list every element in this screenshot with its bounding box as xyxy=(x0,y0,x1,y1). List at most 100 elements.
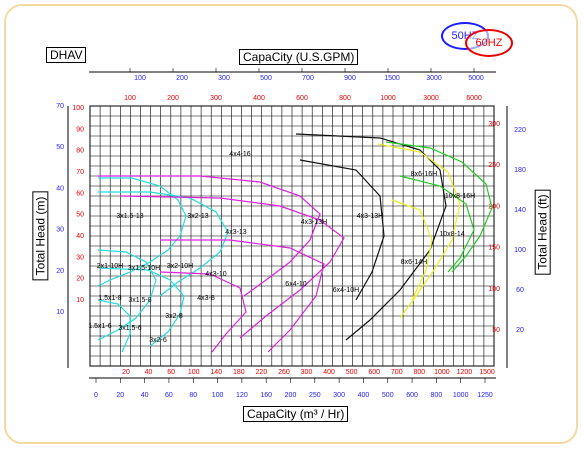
y-right-60hz-tick: 100 xyxy=(488,286,500,293)
y-left-60hz-tick: 100 xyxy=(72,105,84,112)
x-bottom-50hz-tick: 300 xyxy=(333,392,345,399)
x-top-50hz-tick: 100 xyxy=(134,75,146,82)
x-top-50hz-tick: 3000 xyxy=(426,75,442,82)
black-curve xyxy=(299,159,385,301)
curve-label: 3x1.5-8 xyxy=(128,297,151,304)
x-top-50hz-tick: 5000 xyxy=(468,75,484,82)
yellow-curve xyxy=(377,143,461,319)
x-bottom-50hz-tick: 40 xyxy=(141,392,149,399)
x-bottom-60hz-tick: 60 xyxy=(167,369,175,376)
curve-label: 3x2-8 xyxy=(165,313,183,320)
y-left-60hz-tick: 10 xyxy=(76,297,84,304)
cyan-curve xyxy=(98,191,229,297)
x-bottom-60hz-tick: 600 xyxy=(368,369,380,376)
x-top-60hz-tick: 200 xyxy=(167,95,179,102)
y-left-50hz-tick: 50 xyxy=(56,144,64,151)
curve-label: 10x8-14 xyxy=(439,231,464,238)
cyan-curve xyxy=(97,249,157,341)
curve-label: 8x6-16H xyxy=(411,171,437,178)
y-left-60hz-tick: 80 xyxy=(76,148,84,155)
curve-label: 4x3-13 xyxy=(225,229,247,236)
x-bottom-60hz-tick: 140 xyxy=(210,369,222,376)
curve-label: 4x3-13H xyxy=(357,213,383,220)
x-top-60hz-tick: 800 xyxy=(339,95,351,102)
x-bottom-60hz-tick: 700 xyxy=(391,369,403,376)
curve-label: 4x3-10 xyxy=(205,271,227,278)
x-bottom-50hz-tick: 0 xyxy=(94,392,98,399)
x-bottom-60hz-tick: 400 xyxy=(323,369,335,376)
curve-label: 6x4-10H xyxy=(333,287,359,294)
x-bottom-60hz-tick: 500 xyxy=(346,369,358,376)
y-left-50hz-tick: 70 xyxy=(56,103,64,110)
x-bottom-50hz-tick: 60 xyxy=(165,392,173,399)
black-curve xyxy=(295,133,447,341)
y-left-50hz-tick: 40 xyxy=(56,185,64,192)
y-right-50hz-tick: 100 xyxy=(514,247,526,254)
x-bottom-60hz-tick: 1000 xyxy=(434,369,450,376)
magenta-curve xyxy=(119,195,345,339)
x-bottom-60hz-tick: 40 xyxy=(145,369,153,376)
green-curve xyxy=(399,175,475,273)
x-top-60hz-tick: 1000 xyxy=(380,95,396,102)
x-bottom-60hz-tick: 220 xyxy=(256,369,268,376)
curve-label: 3x2-10H xyxy=(167,263,193,270)
x-bottom-50hz-tick: 250 xyxy=(309,392,321,399)
x-top-60hz-tick: 300 xyxy=(210,95,222,102)
y-left-50hz-tick: 30 xyxy=(56,227,64,234)
magenta-curve xyxy=(159,271,247,353)
curve-label: 4x3-13H xyxy=(301,219,327,226)
x-top-50hz-tick: 700 xyxy=(302,75,314,82)
x-bottom-50hz-tick: 100 xyxy=(212,392,224,399)
y-right-60hz-tick: 250 xyxy=(488,162,500,169)
x-top-50hz-tick: 300 xyxy=(218,75,230,82)
x-bottom-50hz-tick: 1250 xyxy=(477,392,493,399)
x-bottom-50hz-tick: 600 xyxy=(406,392,418,399)
curve-label: 8x6-14H xyxy=(401,259,427,266)
top-axis-title: CapaCity (U.S.GPM) xyxy=(239,49,359,65)
y-right-50hz-tick: 180 xyxy=(514,167,526,174)
x-bottom-50hz-tick: 160 xyxy=(260,392,272,399)
y-left-60hz-tick: 70 xyxy=(76,169,84,176)
cyan-curve xyxy=(97,299,131,353)
x-bottom-60hz-tick: 1200 xyxy=(457,369,473,376)
curve-label: 4x4-16 xyxy=(229,151,251,158)
cyan-curve xyxy=(97,177,187,287)
model-label: DHAV xyxy=(46,47,87,63)
x-bottom-50hz-tick: 400 xyxy=(358,392,370,399)
x-bottom-50hz-tick: 500 xyxy=(382,392,394,399)
yellow-curve xyxy=(391,199,433,301)
y-right-60hz-tick: 150 xyxy=(488,245,500,252)
y-left-60hz-tick: 60 xyxy=(76,190,84,197)
curve-label: 6x4-10 xyxy=(285,281,307,288)
y-right-50hz-tick: 140 xyxy=(514,207,526,214)
curve-label: 3x1.5-6 xyxy=(118,325,141,332)
x-bottom-60hz-tick: 20 xyxy=(122,369,130,376)
curve-label: 3x1.5-10H xyxy=(128,265,160,272)
badge-60hz: 60HZ xyxy=(465,29,513,57)
curve-label: 3x1.5-13 xyxy=(116,213,143,220)
y-left-60hz-tick: 40 xyxy=(76,233,84,240)
y-left-60hz-tick: 30 xyxy=(76,254,84,261)
y-left-60hz-tick: 50 xyxy=(76,212,84,219)
x-bottom-60hz-tick: 300 xyxy=(301,369,313,376)
x-top-50hz-tick: 1500 xyxy=(384,75,400,82)
x-top-50hz-tick: 500 xyxy=(260,75,272,82)
left-axis-title: Total Head (m) xyxy=(32,191,49,281)
cyan-curve xyxy=(97,267,185,347)
curve-label: 2x1-10H xyxy=(97,263,123,270)
curve-label: 1.5x1-8 xyxy=(98,295,121,302)
x-bottom-60hz-tick: 100 xyxy=(188,369,200,376)
green-curve xyxy=(385,141,493,273)
y-left-50hz-tick: 20 xyxy=(56,268,64,275)
x-top-50hz-tick: 200 xyxy=(176,75,188,82)
x-top-60hz-tick: 100 xyxy=(124,95,136,102)
y-right-50hz-tick: 220 xyxy=(514,127,526,134)
x-bottom-50hz-tick: 200 xyxy=(285,392,297,399)
curve-label: 3x2-6 xyxy=(149,337,167,344)
x-bottom-60hz-tick: 180 xyxy=(233,369,245,376)
curve-label: 10x8-16H xyxy=(445,193,475,200)
y-right-50hz-tick: 20 xyxy=(516,327,524,334)
y-right-50hz-tick: 60 xyxy=(516,287,524,294)
bottom-axis-title: CapaCity (m³ / Hr) xyxy=(243,406,349,422)
